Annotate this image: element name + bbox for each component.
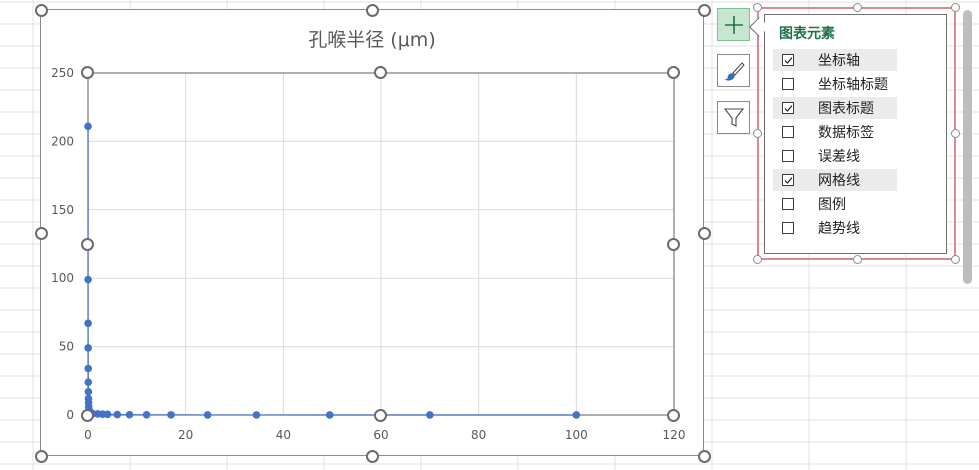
panel-resize-handle[interactable] <box>951 3 960 12</box>
data-point[interactable] <box>84 319 92 328</box>
chart-elements-panel: 图表元素 坐标轴坐标轴标题图表标题数据标签误差线网格线图例趋势线 <box>764 14 947 254</box>
chart-element-option[interactable]: 误差线 <box>773 145 897 167</box>
chart-element-option-label: 误差线 <box>818 149 860 165</box>
y-tick-label: 150 <box>51 203 74 217</box>
chart-resize-handle[interactable] <box>35 227 48 240</box>
y-tick-label: 50 <box>59 340 74 354</box>
data-point[interactable] <box>84 364 92 373</box>
panel-resize-handle[interactable] <box>753 3 762 12</box>
x-tick-label: 120 <box>663 428 686 442</box>
plot-area-resize-handle[interactable] <box>81 409 94 422</box>
chart-element-option[interactable]: 图例 <box>773 193 897 215</box>
chart-plot: 孔喉半径 (μm) 0 20 40 60 80 100 120 0 50 100 150 200 250 <box>51 29 686 442</box>
data-point[interactable] <box>426 411 434 419</box>
plot-area-resize-handle[interactable] <box>374 409 387 422</box>
checkbox-unchecked[interactable] <box>782 150 794 162</box>
panel-resize-handle[interactable] <box>853 3 862 12</box>
checkbox-unchecked[interactable] <box>782 78 794 90</box>
data-point[interactable] <box>125 410 134 419</box>
plot-area-resize-handle[interactable] <box>374 66 387 79</box>
data-point[interactable] <box>84 344 92 352</box>
chart-element-option[interactable]: 网格线 <box>773 169 897 191</box>
vertical-scrollbar-thumb[interactable] <box>963 10 972 284</box>
data-point[interactable] <box>84 387 93 396</box>
checkmark-icon <box>784 105 793 112</box>
chart-element-option-label: 数据标签 <box>818 125 874 141</box>
data-point[interactable] <box>113 410 122 419</box>
data-point[interactable] <box>103 410 112 419</box>
panel-title: 图表元素 <box>779 26 835 42</box>
checkbox-checked[interactable] <box>782 102 794 114</box>
x-tick-label: 100 <box>565 428 588 442</box>
panel-resize-handle[interactable] <box>753 255 762 264</box>
y-tick-label: 0 <box>66 408 74 422</box>
checkbox-checked[interactable] <box>782 54 794 66</box>
checkbox-unchecked[interactable] <box>782 198 794 210</box>
chart-resize-handle[interactable] <box>698 227 711 240</box>
chart-filters-button[interactable] <box>717 101 750 134</box>
panel-resize-handle[interactable] <box>951 129 960 138</box>
chart-element-option-label: 图表标题 <box>818 101 874 117</box>
chart-element-option[interactable]: 坐标轴标题 <box>773 73 897 95</box>
panel-resize-handle[interactable] <box>753 129 762 138</box>
chart-resize-handle[interactable] <box>35 4 48 17</box>
series-line <box>87 126 577 416</box>
paintbrush-icon <box>723 61 745 81</box>
x-tick-label: 60 <box>373 428 388 442</box>
chart-element-option-label: 坐标轴 <box>818 53 860 69</box>
plot-area-resize-handle[interactable] <box>81 66 94 79</box>
y-tick-label: 200 <box>51 134 74 148</box>
chart-resize-handle[interactable] <box>35 450 48 463</box>
chart-element-option[interactable]: 图表标题 <box>773 97 897 119</box>
data-point[interactable] <box>252 411 261 419</box>
data-point[interactable] <box>167 411 175 419</box>
checkmark-icon <box>784 57 793 64</box>
chart-element-option[interactable]: 数据标签 <box>773 121 897 143</box>
chart-element-option-label: 坐标轴标题 <box>818 77 888 93</box>
chart-resize-handle[interactable] <box>698 4 711 17</box>
data-point[interactable] <box>84 275 92 284</box>
data-point[interactable] <box>142 410 151 419</box>
chart-element-option[interactable]: 坐标轴 <box>773 49 897 71</box>
panel-resize-handle[interactable] <box>951 255 960 264</box>
checkmark-icon <box>784 177 793 184</box>
chart-resize-handle[interactable] <box>366 4 379 17</box>
chart-resize-handle[interactable] <box>366 450 379 463</box>
checkbox-unchecked[interactable] <box>782 222 794 234</box>
panel-resize-handle[interactable] <box>853 255 862 264</box>
chart-element-option[interactable]: 趋势线 <box>773 217 897 239</box>
chart-title[interactable]: 孔喉半径 (μm) <box>308 29 435 51</box>
data-point[interactable] <box>572 411 581 419</box>
chart-resize-handle[interactable] <box>698 450 711 463</box>
x-tick-label: 20 <box>178 428 193 442</box>
plot-area-resize-handle[interactable] <box>81 238 94 251</box>
x-tick-label: 0 <box>84 428 92 442</box>
data-point[interactable] <box>84 378 93 386</box>
chart-element-option-label: 趋势线 <box>818 221 860 237</box>
checkbox-checked[interactable] <box>782 174 794 186</box>
x-tick-label: 80 <box>471 428 486 442</box>
funnel-icon <box>723 107 744 127</box>
chart-area[interactable]: 孔喉半径 (μm) 0 20 40 60 80 100 120 0 50 100 150 200 250 <box>40 9 704 456</box>
data-point[interactable] <box>203 411 212 419</box>
chart-styles-button[interactable] <box>717 54 750 87</box>
chart-element-option-label: 网格线 <box>818 173 860 189</box>
add-chart-element-button[interactable] <box>717 8 750 41</box>
plus-icon <box>724 15 743 34</box>
data-point[interactable] <box>325 411 334 419</box>
checkbox-unchecked[interactable] <box>782 126 794 138</box>
plot-area-resize-handle[interactable] <box>667 238 680 251</box>
plot-area-resize-handle[interactable] <box>667 409 680 422</box>
chart-elements-list: 坐标轴坐标轴标题图表标题数据标签误差线网格线图例趋势线 <box>773 49 897 241</box>
plot-area-resize-handle[interactable] <box>667 66 680 79</box>
y-tick-label: 250 <box>51 66 74 80</box>
x-tick-label: 40 <box>276 428 291 442</box>
chart-element-option-label: 图例 <box>818 197 846 213</box>
y-tick-label: 100 <box>51 271 74 285</box>
data-point[interactable] <box>84 122 92 131</box>
